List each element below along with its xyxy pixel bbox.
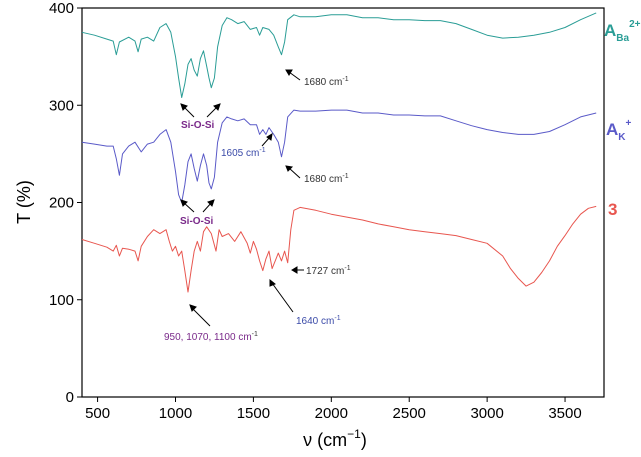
annotation-1727-sup: -1 bbox=[344, 265, 350, 272]
arrowhead-1640 bbox=[269, 278, 276, 287]
annotation-1727-main: 1727 cm bbox=[306, 266, 344, 277]
annotation-1640-main: 1640 cm bbox=[296, 316, 334, 327]
annotation-1680-top-main: 1680 cm bbox=[304, 77, 342, 88]
series-label-aba-sup: 2+ bbox=[629, 19, 641, 30]
annotation-1605: 1605 cm-1 bbox=[221, 147, 266, 159]
arrowhead-1680-top bbox=[285, 69, 293, 76]
arrowhead-1680-mid bbox=[285, 165, 294, 172]
series-label-ak-sub: K bbox=[618, 132, 626, 143]
y-tick-label: 0 bbox=[66, 389, 74, 406]
series-label-ak-main: A bbox=[606, 120, 618, 139]
series-label-aba-sub: Ba bbox=[616, 33, 629, 44]
arrow-1680-top bbox=[288, 71, 301, 81]
annotation-1640: 1640 cm-1 bbox=[296, 315, 341, 327]
annotation-1680-top: 1680 cm-1 bbox=[304, 76, 349, 88]
series-label-ak: AK+ bbox=[606, 118, 632, 143]
y-axis-title: T (%) bbox=[14, 180, 34, 224]
annotation-1605-sup: -1 bbox=[259, 147, 265, 154]
arrowhead-950 bbox=[189, 304, 197, 312]
series-line-3 bbox=[81, 205, 597, 293]
arrowhead-1727 bbox=[291, 266, 298, 274]
arrow-950 bbox=[191, 307, 211, 327]
series-label-ak-sup: + bbox=[626, 118, 632, 129]
arrowhead-1605 bbox=[266, 133, 273, 141]
x-tick-label: 2500 bbox=[393, 405, 426, 422]
y-tick-label: 100 bbox=[49, 292, 74, 309]
annotation-si-o-si-top: Si-O-Si bbox=[181, 120, 215, 131]
annotation-1680-top-sup: -1 bbox=[342, 76, 348, 83]
x-tick-label: 3500 bbox=[548, 405, 581, 422]
y-tick-label: 400 bbox=[49, 0, 74, 17]
x-tick-label: 2000 bbox=[315, 405, 348, 422]
arrowhead-si-o-si-mid-left bbox=[180, 199, 188, 207]
x-tick-label: 1500 bbox=[237, 405, 270, 422]
x-tick-label: 1000 bbox=[159, 405, 192, 422]
arrowhead-si-o-si-top-right bbox=[213, 103, 221, 111]
x-axis-title-sup: −1 bbox=[347, 427, 361, 441]
series-line-aba bbox=[81, 12, 597, 98]
annotation-950-main: 950, 1070, 1100 cm bbox=[164, 332, 252, 343]
annotation-1640-sup: -1 bbox=[334, 315, 340, 322]
y-axis: 0 100 200 300 400 bbox=[49, 0, 82, 406]
x-tick-label: 3000 bbox=[470, 405, 503, 422]
arrowhead-si-o-si-mid-right bbox=[207, 199, 215, 207]
annotation-si-o-si-mid: Si-O-Si bbox=[180, 216, 214, 227]
annotation-950-sup: -1 bbox=[252, 331, 258, 338]
y-tick-label: 200 bbox=[49, 195, 74, 212]
series-label-3: 3 bbox=[608, 200, 617, 219]
annotation-1680-mid: 1680 cm-1 bbox=[304, 173, 349, 185]
annotation-arrows bbox=[180, 69, 304, 327]
y-tick-label: 300 bbox=[49, 97, 74, 114]
annotation-950: 950, 1070, 1100 cm-1 bbox=[164, 331, 258, 343]
arrow-1640 bbox=[271, 282, 294, 313]
x-axis: 500 1000 1500 2000 2500 3000 3500 bbox=[85, 397, 582, 422]
x-axis-title: ν (cm−1) bbox=[303, 427, 367, 450]
x-axis-title-close: ) bbox=[361, 430, 367, 450]
series-label-aba: ABa2+ bbox=[604, 19, 641, 44]
series-line-ak bbox=[81, 109, 597, 203]
arrow-1680-mid bbox=[288, 167, 301, 179]
plot-frame bbox=[81, 7, 605, 398]
annotation-1680-mid-main: 1680 cm bbox=[304, 174, 342, 185]
annotation-1605-main: 1605 cm bbox=[221, 148, 259, 159]
x-tick-label: 500 bbox=[85, 405, 110, 422]
series-label-aba-main: A bbox=[604, 21, 616, 40]
series-group bbox=[81, 12, 597, 293]
x-axis-title-main: ν (cm bbox=[303, 430, 347, 450]
annotation-1727: 1727 cm-1 bbox=[306, 265, 351, 277]
arrowhead-si-o-si-top-left bbox=[180, 103, 188, 111]
annotation-1680-mid-sup: -1 bbox=[342, 173, 348, 180]
